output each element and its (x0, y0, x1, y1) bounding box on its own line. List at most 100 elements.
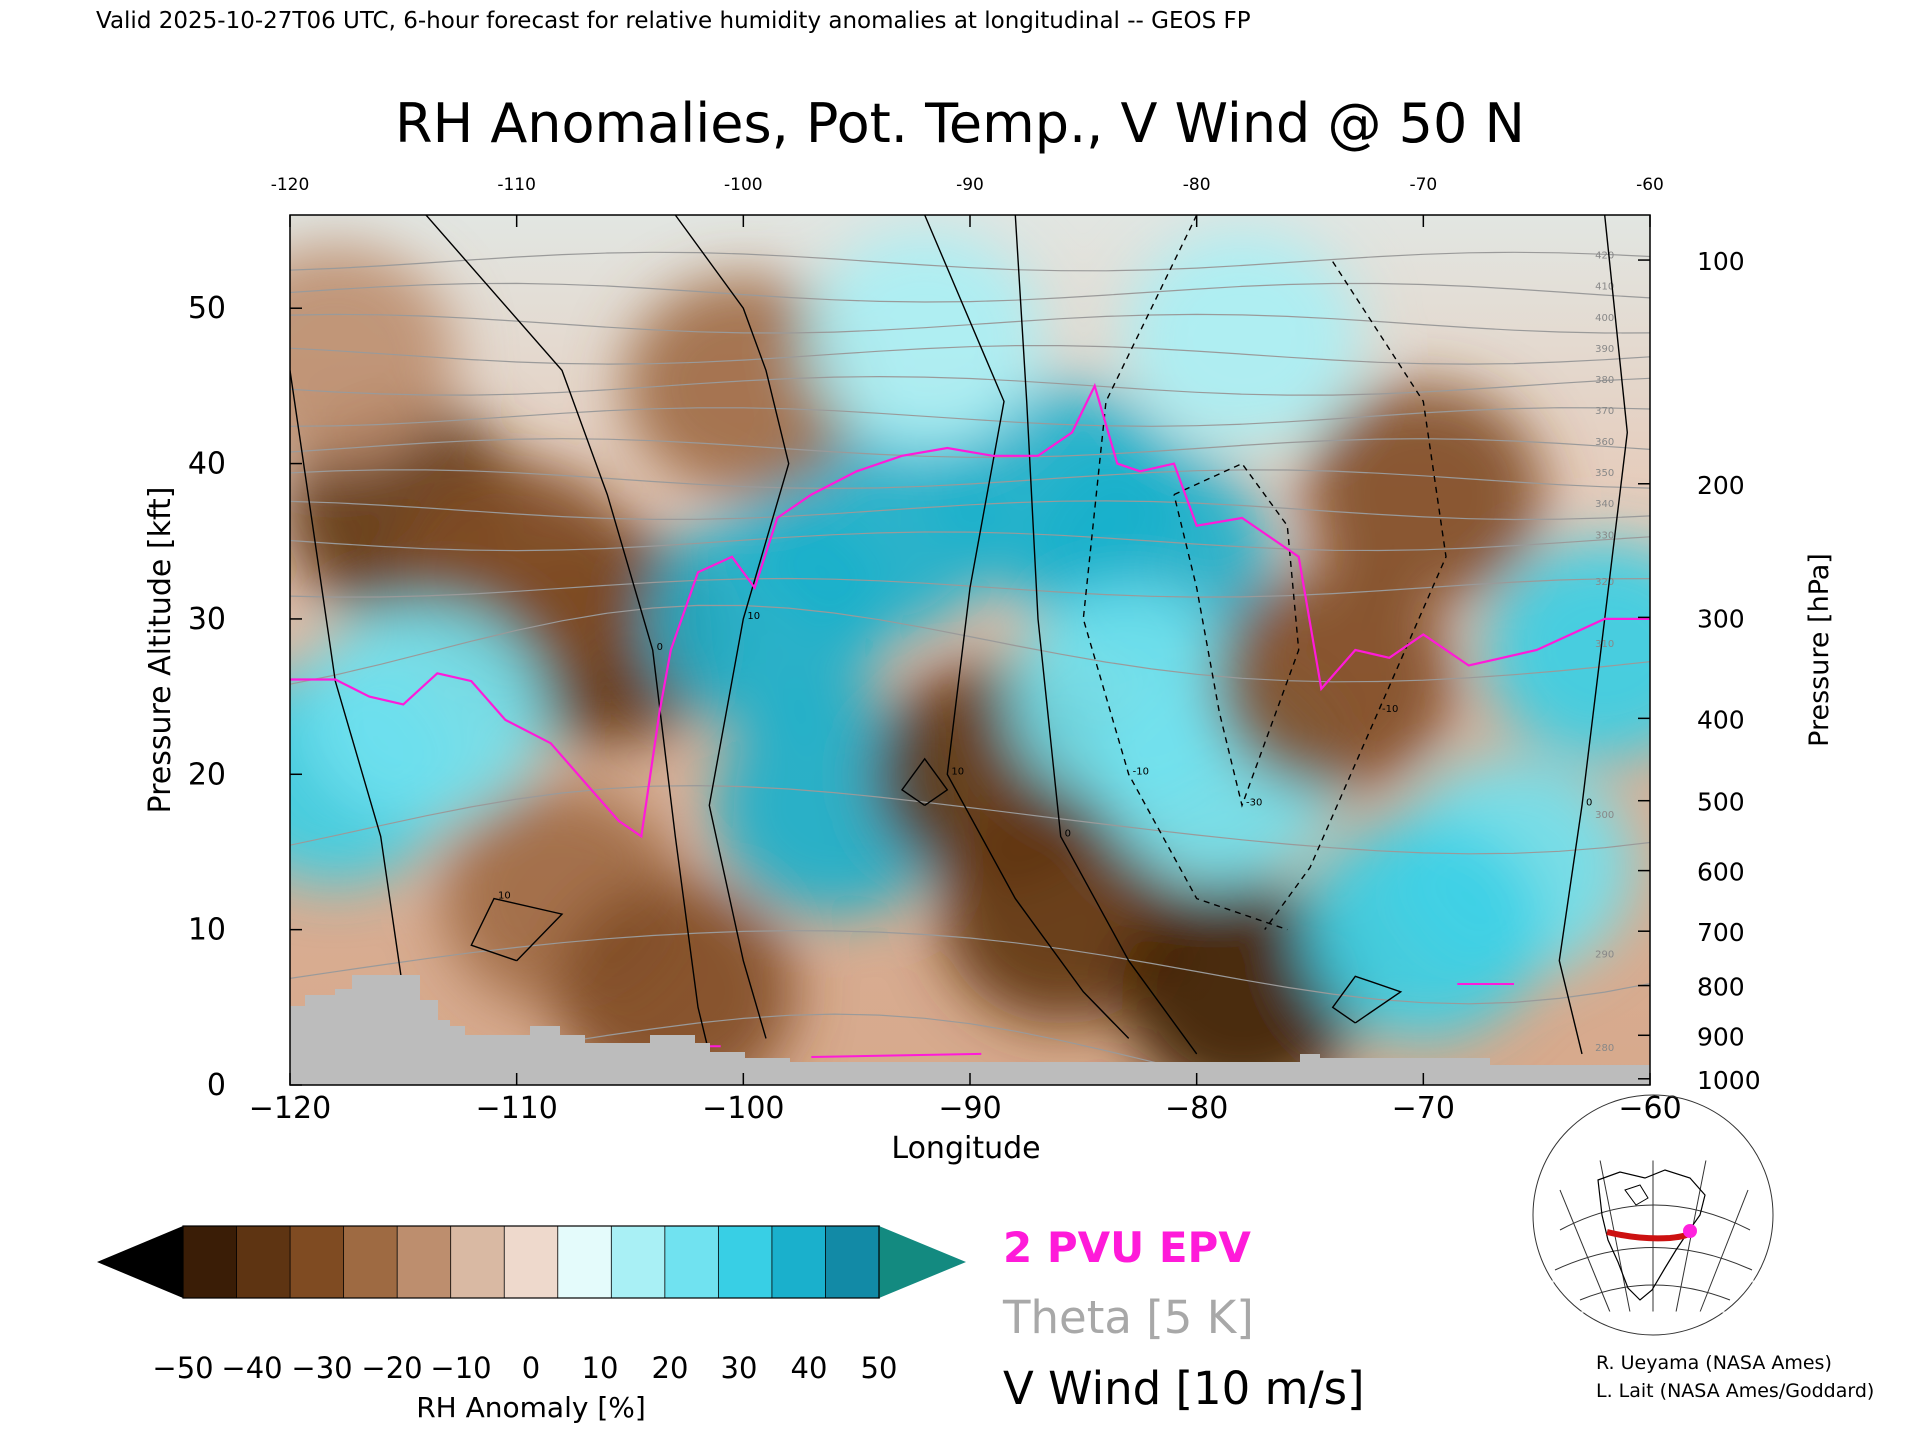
vwind-contour-label: 0 (1065, 828, 1071, 839)
y2-tick-label: 700 (1697, 918, 1745, 947)
vwind-contour (290, 370, 404, 992)
y2-axis-label: Pressure [hPa] (1804, 553, 1835, 747)
colorbar-tick-label: −20 (361, 1351, 422, 1385)
theta-label: 340 (1595, 499, 1614, 510)
y2-tick-label: 1000 (1697, 1066, 1761, 1095)
theta-label: 350 (1595, 468, 1614, 479)
theta-contour (290, 784, 1650, 855)
rh-patch (1484, 540, 1650, 760)
theta-contour (290, 469, 1650, 490)
legend: 2 PVU EPV Theta [5 K] V Wind [10 m/s] (1002, 1223, 1365, 1415)
y2-tick-label: 900 (1697, 1022, 1745, 1051)
y-tick-label: 50 (188, 291, 226, 326)
vwind-contour (1082, 215, 1288, 931)
top-tick-label: -90 (956, 175, 984, 195)
rh-patch (804, 229, 1045, 450)
inset-location-marker (1683, 1224, 1697, 1238)
y2-tick-label: 500 (1697, 788, 1745, 817)
colorbar-segment (343, 1225, 399, 1299)
colorbar-segment (289, 1225, 345, 1299)
colorbar-under-triangle (97, 1226, 183, 1298)
colorbar-segment (664, 1225, 720, 1299)
rh-patch (1122, 229, 1362, 450)
vwind-contour (1558, 215, 1629, 1055)
plot-area: 4204104003903803703603503403303203103002… (188, 175, 1761, 1126)
legend-entry-vwind: V Wind [10 m/s] (1003, 1362, 1365, 1415)
y-tick-label: 10 (188, 913, 226, 948)
colorbar-frame (182, 1225, 880, 1299)
theta-contour (290, 500, 1650, 521)
vwind-contour (1014, 215, 1198, 1055)
y-tick-label: 0 (207, 1068, 226, 1103)
top-tick-label: -70 (1409, 175, 1437, 195)
pv2-segment (811, 1052, 982, 1058)
vwind-contour (924, 215, 1130, 1039)
theta-contour (290, 604, 1650, 685)
theta-label: 360 (1595, 437, 1614, 448)
x-tick-label: −120 (249, 1091, 331, 1126)
theta-contour (290, 251, 1650, 272)
x-tick-label: −90 (938, 1091, 1001, 1126)
colorbar-tick-label: −30 (291, 1351, 352, 1385)
theta-label: 370 (1595, 406, 1614, 417)
y-tick-label: 20 (188, 757, 226, 792)
y2-tick-label: 800 (1697, 973, 1745, 1002)
vwind-contour (425, 215, 710, 1055)
colorbar-segment (771, 1225, 827, 1299)
y-tick-label: 30 (188, 602, 226, 637)
colorbar-tick-label: 0 (522, 1351, 540, 1385)
terrain-mask (290, 975, 1650, 1085)
x-tick-label: −70 (1392, 1091, 1455, 1126)
vwind-contour-label: -10 (1133, 766, 1149, 777)
theta-label: 390 (1595, 344, 1614, 355)
x-axis-label: Longitude (891, 1131, 1040, 1166)
colorbar-segment (557, 1225, 613, 1299)
top-tick-label: -120 (271, 175, 310, 195)
colorbar-tick-label: −40 (221, 1351, 282, 1385)
vwind-contour (1173, 462, 1300, 808)
vwind-contour-label: -30 (1246, 797, 1262, 808)
colorbar-tick-label: −50 (152, 1351, 213, 1385)
chart-title: RH Anomalies, Pot. Temp., V Wind @ 50 N (395, 92, 1525, 155)
rh-patch (290, 244, 456, 465)
vwind-contour (470, 897, 564, 962)
theta-contour (290, 531, 1650, 552)
vwind-contour-label: -10 (1382, 704, 1398, 715)
axes: −120-120−110-110−100-100−90-90−80-80−70-… (188, 175, 1761, 1126)
top-tick-label: -110 (497, 175, 536, 195)
colorbar-segment (182, 1225, 238, 1299)
colorbar-over-triangle (879, 1226, 966, 1298)
vwind-contour-label: 10 (951, 766, 964, 777)
colorbar-tick-label: −10 (430, 1351, 491, 1385)
theta-contour (290, 438, 1650, 458)
theta-contour (290, 930, 1650, 1005)
theta-label: 400 (1595, 313, 1614, 324)
colorbar-segment (450, 1225, 506, 1299)
theta-label: 300 (1595, 810, 1614, 821)
colorbar-label: RH Anomaly [%] (416, 1391, 646, 1424)
theta-label: 410 (1595, 282, 1614, 293)
top-tick-label: -80 (1183, 175, 1211, 195)
colorbar-segment (825, 1225, 880, 1299)
pv2-line (290, 382, 1650, 839)
theta-label: 380 (1595, 375, 1614, 386)
colorbar-tick-label: 20 (652, 1351, 689, 1385)
theta-contour (290, 375, 1650, 396)
colorbar-tick-label: 40 (791, 1351, 828, 1385)
x-tick-label: −110 (475, 1091, 557, 1126)
theta-contour (290, 282, 1650, 303)
colorbar: −50 −40 −30 −20 −10 0 10 20 30 40 50 (97, 1225, 966, 1385)
rh-patch (1212, 571, 1453, 792)
credit-line-2: L. Lait (NASA Ames/Goddard) (1596, 1380, 1874, 1402)
y2-tick-label: 300 (1697, 604, 1745, 633)
colorbar-segment (717, 1225, 773, 1299)
y2-tick-label: 100 (1697, 247, 1745, 276)
y2-tick-label: 400 (1697, 705, 1745, 734)
vwind-contour (901, 757, 949, 806)
rh-patch (940, 804, 1181, 1025)
colorbar-segment (396, 1225, 452, 1299)
colorbar-tick-label: 10 (582, 1351, 619, 1385)
vwind-contour-label: 0 (1586, 797, 1592, 808)
x-tick-label: −80 (1165, 1091, 1228, 1126)
